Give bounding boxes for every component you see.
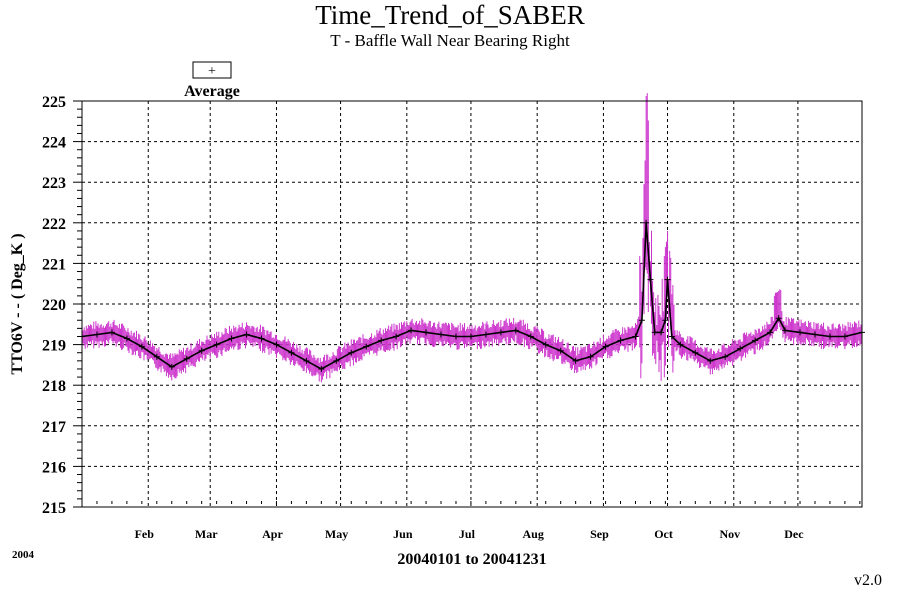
chart-title: Time_Trend_of_SABER (315, 0, 585, 30)
average-point (707, 357, 714, 364)
legend: + Average (184, 61, 240, 100)
x-tick-label: Sep (590, 527, 609, 541)
average-point (664, 276, 671, 283)
y-tick-label: 225 (42, 94, 66, 111)
average-point (168, 363, 175, 370)
y-tick-label: 224 (42, 135, 66, 152)
x-tick-label: Oct (654, 527, 673, 541)
x-tick-label: Jul (459, 527, 476, 541)
y-tick-label: 221 (42, 256, 66, 273)
average-point (767, 329, 774, 336)
x-tick-label: Feb (135, 527, 155, 541)
average-point (668, 333, 675, 340)
average-point (587, 353, 594, 360)
average-point (692, 349, 699, 356)
y-tick-label: 219 (42, 338, 66, 355)
x-tick-label: May (325, 527, 348, 541)
x-tick-label: Apr (262, 527, 283, 541)
average-point (651, 329, 658, 336)
average-point (213, 341, 220, 348)
average-point (647, 276, 654, 283)
average-point (737, 345, 744, 352)
average-point (408, 327, 415, 334)
average-point (333, 357, 340, 364)
x-tick-label: Nov (719, 527, 740, 541)
average-point (826, 333, 833, 340)
average-point (602, 343, 609, 350)
average-point (393, 333, 400, 340)
average-point (527, 333, 534, 340)
plot-frame (81, 100, 863, 508)
average-point (662, 317, 669, 324)
average-point (752, 337, 759, 344)
y-tick-label: 215 (42, 500, 66, 517)
average-point (512, 327, 519, 334)
average-point (138, 343, 145, 350)
grid (82, 101, 862, 507)
average-point (775, 315, 782, 322)
average-point (123, 335, 130, 342)
average-point (318, 365, 325, 372)
x-tick-label: Jun (393, 527, 413, 541)
daily-range-bars (81, 93, 863, 383)
average-point (643, 219, 650, 226)
y-tick-label: 217 (42, 419, 66, 436)
average-point (198, 347, 205, 354)
average-point (378, 337, 385, 344)
average-point (677, 341, 684, 348)
x-tick-label: Dec (784, 527, 804, 541)
average-point (658, 329, 665, 336)
axis-ticks: 215 216 217 218 219 220 221 222 223 224 225 Feb Mar A… (42, 94, 861, 541)
version-label: v2.0 (854, 572, 882, 589)
year-label: 2004 (12, 549, 35, 561)
average-point (572, 357, 579, 364)
average-point (782, 327, 789, 334)
average-point (542, 341, 549, 348)
average-point (348, 349, 355, 356)
average-point (811, 331, 818, 338)
chart-subtitle: T - Baffle Wall Near Bearing Right (330, 31, 570, 50)
y-tick-label: 216 (42, 459, 66, 476)
average-point (438, 331, 445, 338)
legend-label: Average (184, 83, 240, 100)
x-tick-label: Aug (523, 527, 544, 541)
average-point (303, 357, 310, 364)
average-point (617, 337, 624, 344)
average-point (288, 349, 295, 356)
average-point (841, 333, 848, 340)
average-point (797, 329, 804, 336)
y-tick-label: 218 (42, 378, 66, 395)
y-tick-label: 220 (42, 297, 66, 314)
average-point (722, 353, 729, 360)
average-point (273, 341, 280, 348)
average-point (482, 331, 489, 338)
average-point (638, 317, 645, 324)
y-tick-label: 223 (42, 175, 66, 192)
average-series (79, 219, 865, 372)
average-point (258, 335, 265, 342)
x-tick-label: Mar (195, 527, 218, 541)
average-point (497, 329, 504, 336)
y-axis-label: TTO6V - - ( Deg_K ) (9, 233, 26, 374)
average-point (467, 333, 474, 340)
legend-box (192, 61, 232, 79)
average-point (93, 331, 100, 338)
average-point (228, 335, 235, 342)
average-point (632, 333, 639, 340)
y-tick-label: 222 (42, 216, 66, 233)
average-point (557, 347, 564, 354)
average-line (81, 222, 863, 370)
average-point (153, 353, 160, 360)
average-point (423, 329, 430, 336)
average-point (363, 343, 370, 350)
average-point (243, 331, 250, 338)
average-point (108, 329, 115, 336)
legend-symbol: + (208, 64, 216, 79)
average-point (183, 355, 190, 362)
average-point (452, 333, 459, 340)
x-axis-label: 20040101 to 20041231 (397, 551, 546, 568)
